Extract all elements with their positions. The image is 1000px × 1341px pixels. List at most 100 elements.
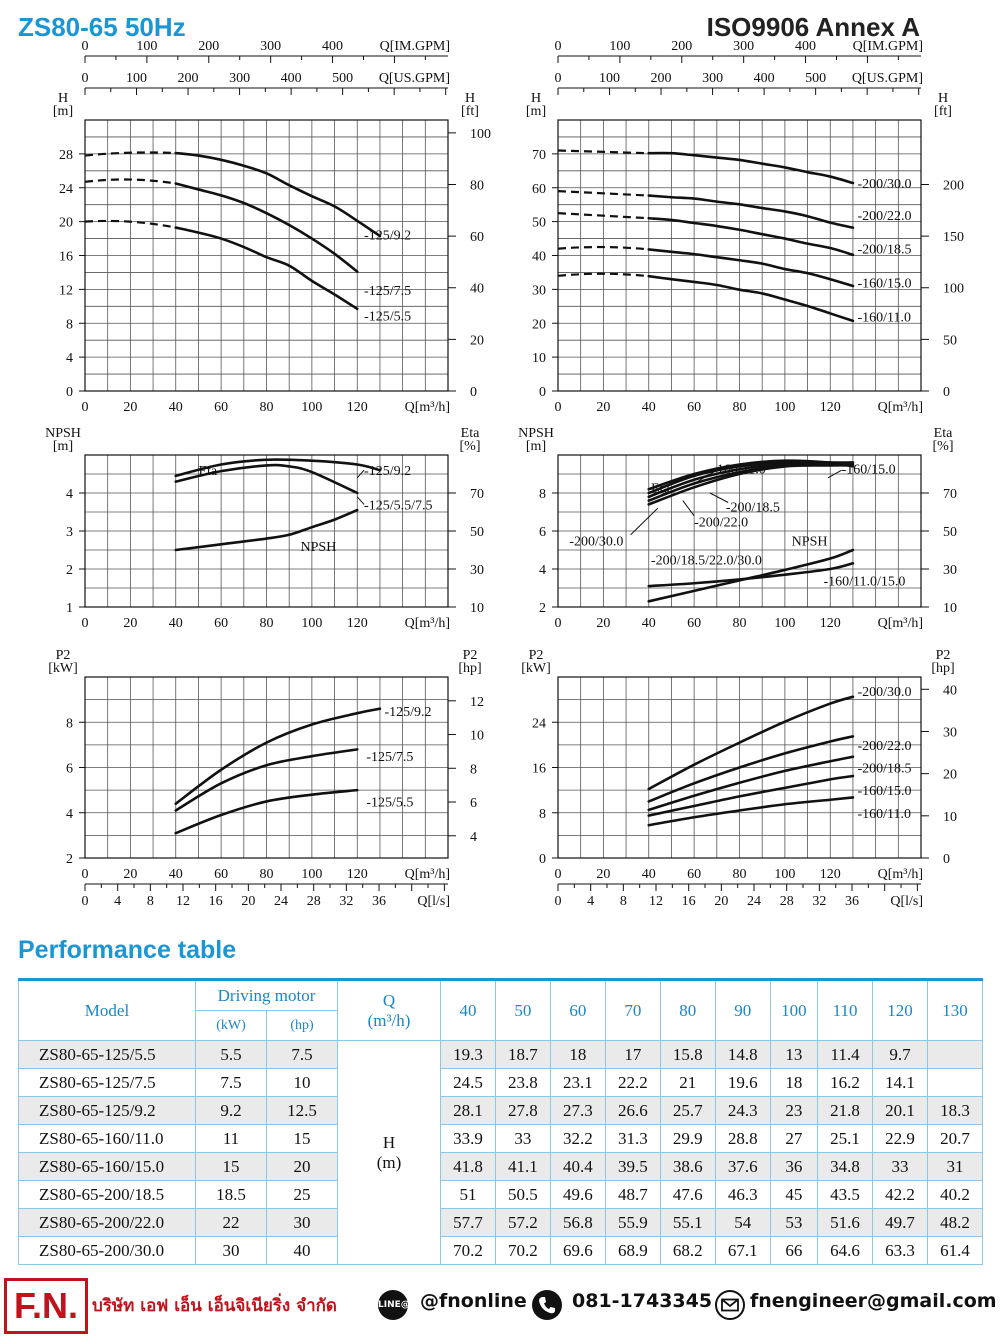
top-tick-label: 400 xyxy=(281,71,302,86)
x-tick-label: 80 xyxy=(733,867,747,882)
bottom-tick-label: 8 xyxy=(620,894,627,909)
right-axis-label: Eta xyxy=(934,426,953,441)
y-tick-label: 4 xyxy=(539,563,546,578)
footer: F.N. บริษัท เอฟ เอ็น เอ็นจิเนียริ่ง จำกั… xyxy=(0,1276,1000,1336)
y-axis-label: H xyxy=(531,91,541,106)
head-value-cell: 63.3 xyxy=(872,1236,928,1265)
head-value-cell: 14.8 xyxy=(714,1040,771,1069)
table-row: ZS80-65-200/30.0 30 40 70.2 70.2 69.6 68.9 68.2… xyxy=(18,1236,984,1265)
table-row: ZS80-65-200/18.5 18.5 25 51 50.5 49.6 48.7 47.6… xyxy=(18,1180,984,1209)
x-tick-label: 20 xyxy=(123,400,137,415)
table-row: ZS80-65-200/22.0 22 30 57.7 57.2 56.8 55.9 55.1… xyxy=(18,1208,984,1237)
x-tick-label: 100 xyxy=(774,867,795,882)
top-axis-label: Q[IM.GPM] xyxy=(853,39,923,54)
performance-table: Model Driving motor Q (m³/h) 40 50 60 70 … xyxy=(18,978,984,1265)
head-value-cell: 26.6 xyxy=(604,1096,661,1125)
head-value-cell: 48.7 xyxy=(604,1180,661,1209)
kw-cell: 9.2 xyxy=(195,1096,267,1125)
head-value-cell: 15.8 xyxy=(659,1040,716,1069)
x-tick-label: 100 xyxy=(301,867,322,882)
model-cell: ZS80-65-160/15.0 xyxy=(18,1152,196,1181)
top-tick-label: 300 xyxy=(702,71,723,86)
table-row: ZS80-65-125/5.5 5.5 7.5 H (m) 19.3 18.7 18 17 15.… xyxy=(18,1040,984,1265)
y-axis-label: [m] xyxy=(53,104,73,119)
curve-label: -200/30.0 xyxy=(569,535,623,550)
y-tick-label: 8 xyxy=(66,317,73,332)
y-tick-label: 4 xyxy=(66,807,73,822)
email[interactable]: fnengineer@gmail.com xyxy=(750,1290,997,1312)
y-tick-label: 2 xyxy=(66,563,73,578)
x-tick-label: 120 xyxy=(820,616,841,631)
col-hp: (hp) xyxy=(266,1010,338,1041)
x-tick-label: 80 xyxy=(733,616,747,631)
phone-number[interactable]: 081-1743345 xyxy=(572,1290,713,1312)
head-value-cell: 23 xyxy=(769,1096,819,1125)
curve-label: -200/18.5 xyxy=(857,243,911,258)
head-value-cell: 69.6 xyxy=(549,1236,606,1265)
bottom-tick-label: 8 xyxy=(147,894,154,909)
y-axis-label: [kW] xyxy=(521,661,551,676)
curve-label: -200/18.5/22.0/30.0 xyxy=(651,554,762,569)
head-value-cell: 68.9 xyxy=(604,1236,661,1265)
head-value-cell: 70.2 xyxy=(494,1236,551,1265)
curve--200/22.0 xyxy=(647,194,855,230)
curve--125/7.5 xyxy=(174,748,359,812)
right-tick-label: 10 xyxy=(470,601,484,616)
head-value-cell: 24.3 xyxy=(714,1096,771,1125)
dashed-curve--125/7.5 xyxy=(84,178,176,185)
curve-label: -160/11.0 xyxy=(712,462,766,477)
line-id[interactable]: @fnonline xyxy=(420,1290,527,1312)
right-tick-label: 30 xyxy=(943,725,957,740)
head-value-cell: 25.1 xyxy=(817,1124,874,1153)
right-tick-label: 10 xyxy=(470,729,484,744)
curve-label: -160/11.0 xyxy=(857,310,911,325)
x-axis-label: Q[m³/h] xyxy=(405,867,450,882)
bottom-tick-label: 12 xyxy=(649,894,663,909)
head-value-cell: 28.8 xyxy=(714,1124,771,1153)
right-tick-label: 70 xyxy=(943,487,957,502)
right-axis-label: H xyxy=(938,91,948,106)
right-axis-label: P2 xyxy=(936,648,951,663)
top-tick-label: 200 xyxy=(198,39,219,54)
bottom-tick-label: 4 xyxy=(114,894,121,909)
x-tick-label: 100 xyxy=(774,400,795,415)
head-value-cell: 14.1 xyxy=(872,1068,928,1097)
head-value-cell: 20.7 xyxy=(926,1124,984,1153)
x-tick-label: 0 xyxy=(82,867,89,882)
bottom-tick-label: 20 xyxy=(714,894,728,909)
x-tick-label: 80 xyxy=(260,616,274,631)
curve-label: -125/9.2 xyxy=(384,705,431,720)
y-tick-label: 12 xyxy=(59,283,73,298)
head-value-cell: 46.3 xyxy=(714,1180,771,1209)
standard-title: ISO9906 Annex A xyxy=(706,12,920,42)
dashed-curve--125/5.5 xyxy=(84,219,176,229)
x-tick-label: 80 xyxy=(733,400,747,415)
right-tick-label: 30 xyxy=(470,563,484,578)
head-value-cell: 51.6 xyxy=(817,1208,874,1237)
top-tick-label: 200 xyxy=(671,39,692,54)
chart-title-left: ZS80-65 50Hz xyxy=(18,12,186,42)
right-tick-label: 80 xyxy=(470,178,484,193)
col-model: Model xyxy=(18,978,196,1041)
npsh-eta-chart-left: 0 20 40 60 80 100 120 Q[m³/h]1234NPSH[m]1030507… xyxy=(45,426,484,631)
bottom-tick-label: 20 xyxy=(241,894,255,909)
y-tick-label: 8 xyxy=(539,487,546,502)
line-icon: LINE@ xyxy=(378,1290,410,1320)
top-tick-label: 100 xyxy=(609,39,630,54)
bottom-tick-label: 4 xyxy=(587,894,594,909)
y-tick-label: 2 xyxy=(66,852,73,867)
bottom-tick-label: 28 xyxy=(307,894,321,909)
curve--200/18.5 xyxy=(647,755,855,812)
curve-label: -200/30.0 xyxy=(857,177,911,192)
top-axis-label: Q[US.GPM] xyxy=(852,71,923,86)
head-value-cell: 57.7 xyxy=(440,1208,496,1237)
y-tick-label: 4 xyxy=(66,487,73,502)
col-driving-motor: Driving motor xyxy=(195,978,338,1011)
head-value-cell: 29.9 xyxy=(659,1124,716,1153)
head-value-cell: 33.9 xyxy=(440,1124,496,1153)
bottom-tick-label: 0 xyxy=(82,894,89,909)
curve-label: -200/22.0 xyxy=(857,209,911,224)
curve--160/11.0 xyxy=(647,796,855,827)
right-axis-label: [ft] xyxy=(461,104,479,119)
table-row: ZS80-65-125/7.5 7.5 10 24.5 23.8 23.1 22.2 21 19… xyxy=(18,1068,984,1097)
